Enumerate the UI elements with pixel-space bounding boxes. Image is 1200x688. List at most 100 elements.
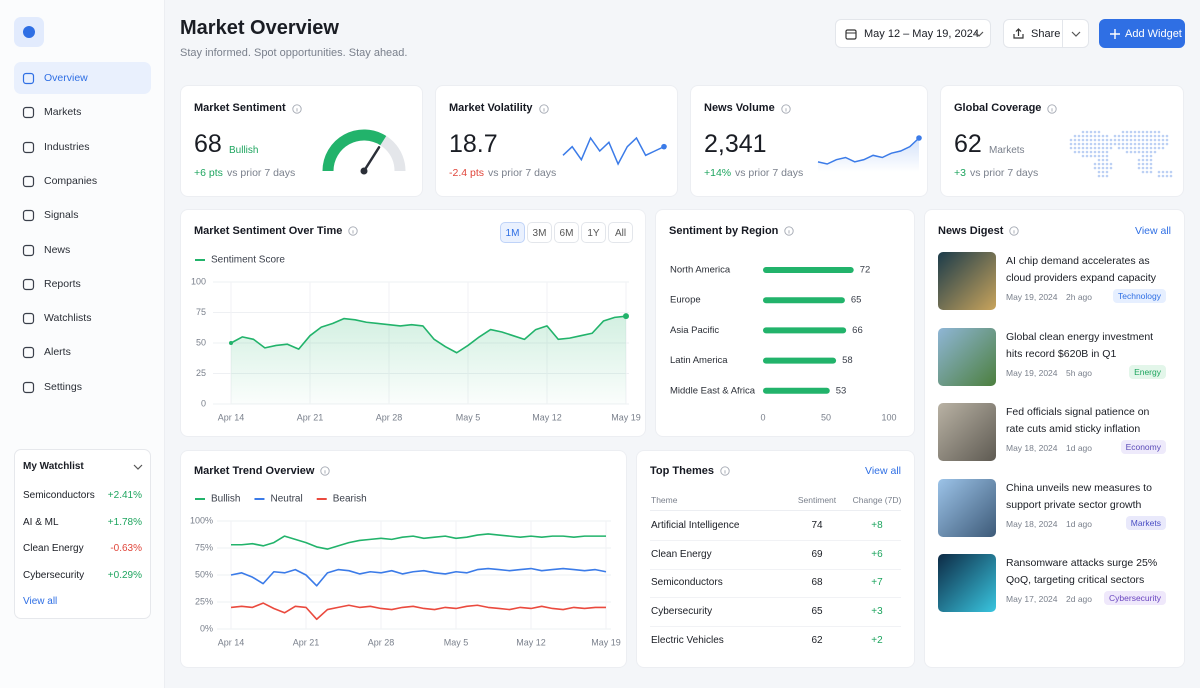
map-dot bbox=[1137, 138, 1141, 142]
info-ring bbox=[720, 466, 730, 476]
nav-item[interactable]: Signals bbox=[14, 199, 151, 231]
map-dot bbox=[1105, 150, 1109, 154]
x-tick-label: May 19 bbox=[611, 412, 641, 422]
news-headline[interactable]: Ransomware attacks surge 25% QoQ, target… bbox=[1006, 557, 1158, 587]
news-image[interactable] bbox=[938, 252, 996, 310]
view-all-link[interactable]: View all bbox=[23, 596, 58, 607]
view-all-link[interactable]: View all bbox=[1135, 225, 1171, 237]
map-dot bbox=[1157, 134, 1161, 138]
map-dot bbox=[1097, 162, 1101, 166]
kpi-card: Market Sentiment 68 Bullish +6 pts vs prior … bbox=[180, 85, 423, 197]
x-tick-label: Apr 14 bbox=[218, 412, 245, 422]
kpi-change: +6 pts bbox=[194, 167, 223, 179]
map-dot bbox=[1117, 134, 1121, 138]
map-dot bbox=[1101, 162, 1105, 166]
map-dot bbox=[1093, 166, 1097, 170]
map-dot bbox=[1113, 142, 1117, 146]
nav-item[interactable]: Reports bbox=[14, 268, 151, 300]
logo[interactable] bbox=[14, 17, 44, 47]
map-dot bbox=[1093, 146, 1097, 150]
nav-item[interactable]: Markets bbox=[14, 96, 151, 128]
add-widget-button[interactable]: Add Widget bbox=[1099, 19, 1185, 48]
news-image[interactable] bbox=[938, 403, 996, 462]
value-label: 72 bbox=[860, 265, 871, 276]
info-icon bbox=[348, 226, 358, 236]
map-dot bbox=[1097, 170, 1101, 174]
news-age: 5h ago bbox=[1066, 367, 1092, 378]
news-image[interactable] bbox=[938, 478, 996, 537]
add-widget-label: Add Widget bbox=[1125, 28, 1182, 40]
map-dot bbox=[1085, 142, 1089, 146]
news-image[interactable] bbox=[938, 554, 996, 613]
news-image[interactable] bbox=[938, 327, 996, 386]
map-dot bbox=[1141, 134, 1145, 138]
sparkline-end bbox=[916, 135, 922, 141]
map-dot bbox=[1149, 150, 1153, 154]
nav-icon-shape bbox=[22, 312, 35, 325]
nav-item[interactable]: News bbox=[14, 234, 151, 266]
range-button[interactable]: All bbox=[608, 222, 633, 243]
map-dot bbox=[1093, 142, 1097, 146]
nav-label: Signals bbox=[44, 209, 79, 222]
range-button[interactable]: 1Y bbox=[581, 222, 606, 243]
range-button[interactable]: 6M bbox=[554, 222, 579, 243]
date-range-button[interactable]: May 12 – May 19, 2024 bbox=[835, 19, 991, 48]
news-headline[interactable]: Fed officials signal patience on rate cu… bbox=[1006, 406, 1150, 436]
news-headline[interactable]: China unveils new measures to support pr… bbox=[1006, 481, 1152, 511]
watchlist-name: Clean Energy bbox=[23, 543, 84, 555]
map-dot bbox=[1133, 150, 1137, 154]
nav-item[interactable]: Settings bbox=[14, 371, 151, 403]
divider bbox=[650, 597, 901, 599]
news-age: 1d ago bbox=[1066, 443, 1092, 454]
map-dot bbox=[1109, 142, 1113, 146]
kpi-change: -2.4 pts bbox=[449, 167, 485, 179]
news-date: May 17, 2024 bbox=[1006, 594, 1058, 605]
news-headline[interactable]: Global clean energy investment hits reco… bbox=[1006, 330, 1154, 360]
map-dot bbox=[1145, 162, 1149, 166]
sparkline bbox=[817, 137, 920, 165]
range-button[interactable]: 3M bbox=[527, 222, 552, 243]
map-dot bbox=[1081, 134, 1085, 138]
info-ring bbox=[292, 104, 302, 114]
info-ring bbox=[320, 466, 330, 476]
nav-item[interactable]: Industries bbox=[14, 131, 151, 163]
news-date: May 19, 2024 bbox=[1006, 367, 1058, 378]
map-dot bbox=[1109, 146, 1113, 150]
map-dot bbox=[1169, 174, 1173, 178]
nav-label: News bbox=[44, 243, 71, 256]
nav-icon bbox=[22, 175, 35, 187]
map-dot bbox=[1149, 158, 1153, 162]
map-dot bbox=[1097, 150, 1101, 154]
map-dot bbox=[1149, 162, 1153, 166]
map-dot bbox=[1097, 134, 1101, 138]
map-dot bbox=[1149, 170, 1153, 174]
map-dot bbox=[1077, 142, 1081, 146]
legend-label: Neutral bbox=[270, 494, 302, 505]
value-label: 66 bbox=[852, 325, 863, 336]
nav-item[interactable]: Watchlists bbox=[14, 302, 151, 334]
map-dot bbox=[1145, 142, 1149, 146]
map-dot bbox=[1081, 138, 1085, 142]
kpi-unit: Markets bbox=[989, 145, 1025, 156]
area bbox=[231, 316, 626, 404]
map-dot bbox=[1101, 166, 1105, 170]
range-button[interactable]: 1M bbox=[500, 222, 525, 243]
map-dot bbox=[1105, 174, 1109, 178]
map-dot bbox=[1085, 134, 1089, 138]
category-label: Europe bbox=[670, 295, 701, 306]
nav-item[interactable]: Companies bbox=[14, 165, 151, 197]
news-headline[interactable]: AI chip demand accelerates as cloud prov… bbox=[1006, 255, 1157, 284]
info-icon bbox=[292, 104, 302, 114]
bar bbox=[763, 327, 847, 334]
map-dot bbox=[1121, 142, 1125, 146]
nav-item[interactable]: Alerts bbox=[14, 336, 151, 368]
share-button[interactable]: Share bbox=[1003, 19, 1089, 48]
view-all-link[interactable]: View all bbox=[865, 465, 901, 477]
map-dot bbox=[1165, 138, 1169, 142]
nav-item[interactable]: Overview bbox=[14, 62, 151, 94]
nav-icon-shape bbox=[22, 141, 35, 153]
chart-title: Sentiment by Region bbox=[669, 225, 779, 237]
chart-canvas bbox=[322, 129, 406, 175]
map-dot bbox=[1141, 166, 1145, 170]
watchlist-name: Cybersecurity bbox=[23, 570, 85, 582]
